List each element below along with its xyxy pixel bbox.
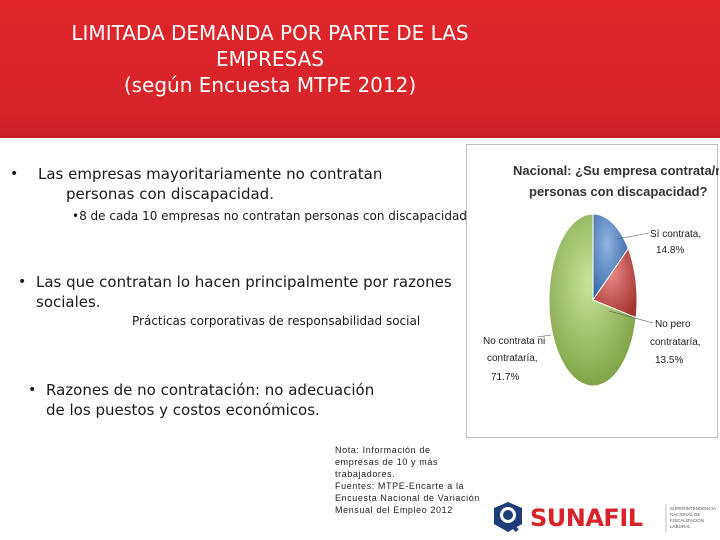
chart-title-line-2: personas con discapacidad? <box>529 184 708 199</box>
pie-slice-no-pero-contrataria <box>592 247 638 319</box>
label-no-line-3: 71.7% <box>491 372 519 383</box>
bullet-3-line-2: de los puestos y costos económicos. <box>46 401 320 419</box>
label-no-pero-line-3: 13.5% <box>655 355 683 366</box>
label-si-contrata: Sí contrata, 14.8% <box>650 229 701 256</box>
sunafil-logo-graphic: SUNAFIL SUPERINTENDENCIA NACIONAL DE FIS… <box>494 502 716 533</box>
bullet-1-line-1: Las empresas mayoritariamente no contrat… <box>38 165 383 183</box>
logo-sub-1: SUPERINTENDENCIA <box>670 506 716 511</box>
note-line-1: Nota: Información de <box>335 445 431 455</box>
sunafil-logo: SUNAFIL SUPERINTENDENCIA NACIONAL DE FIS… <box>490 492 720 540</box>
source-note: Nota: Información de empresas de 10 y má… <box>335 444 485 516</box>
leader-line-2 <box>608 310 654 324</box>
chart-title: Nacional: ¿Su empresa contrata/ría perso… <box>513 163 720 199</box>
label-no-line-1: No contrata ni <box>483 336 545 347</box>
leader-line-3 <box>536 334 552 338</box>
pie-chart: Nacional: ¿Su empresa contrata/ría perso… <box>483 163 720 387</box>
bullet-2-line-1: Las que contratan lo hacen principalment… <box>36 273 452 291</box>
leader-line-1 <box>616 232 650 240</box>
label-no-pero-line-2: contrataría, <box>650 337 701 348</box>
logo-wordmark: SUNAFIL <box>530 504 643 532</box>
label-no-line-2: contrataría, <box>487 353 538 364</box>
pie-chart-panel: Nacional: ¿Su empresa contrata/ría perso… <box>466 144 720 438</box>
logo-sub-3: FISCALIZACIÓN <box>670 517 704 523</box>
label-si-line-1: Sí contrata, <box>650 229 701 240</box>
note-line-3: trabajadores. <box>335 469 396 479</box>
label-no-contrata: No contrata ni contrataría, 71.7% <box>483 336 545 383</box>
magnifier-icon <box>494 502 522 533</box>
label-no-pero-contrataria: No pero contrataría, 13.5% <box>650 319 701 366</box>
logo-sub-4: LABORAL <box>670 524 691 529</box>
bullet-3-line-1: Razones de no contratación: no adecuació… <box>46 381 375 399</box>
page-title: LIMITADA DEMANDA POR PARTE DE LAS EMPRES… <box>40 20 500 98</box>
label-si-line-2: 14.8% <box>656 245 684 256</box>
bullet-marker-3: • <box>28 382 37 398</box>
bullet-1-line-2: personas con discapacidad. <box>66 185 274 203</box>
pie-slice-no-contrata <box>548 213 637 387</box>
title-line-1: LIMITADA DEMANDA POR PARTE DE LAS <box>71 21 469 45</box>
title-line-3: (según Encuesta MTPE 2012) <box>123 73 417 97</box>
pie-slices <box>536 213 654 387</box>
note-line-6: Mensual del Empleo 2012 <box>335 505 453 515</box>
label-no-pero-line-1: No pero <box>655 319 691 330</box>
logo-sub-2: NACIONAL DE <box>670 512 700 517</box>
sub-point-1: •8 de cada 10 empresas no contratan pers… <box>72 209 467 223</box>
note-line-2: empresas de 10 y más <box>335 457 439 467</box>
note-line-4: Fuentes: MTPE-Encarte a la <box>335 481 465 491</box>
header-banner: LIMITADA DEMANDA POR PARTE DE LAS EMPRES… <box>0 0 720 138</box>
bullet-marker-1: • <box>10 166 19 182</box>
pie-slice-si-contrata <box>592 213 629 302</box>
sub-point-2: Prácticas corporativas de responsabilida… <box>132 314 421 328</box>
chart-title-line-1: Nacional: ¿Su empresa contrata/ría <box>513 163 719 178</box>
bullet-marker-2: • <box>18 274 27 290</box>
title-line-2: EMPRESAS <box>216 47 324 71</box>
bullet-2-line-2: sociales. <box>36 293 101 311</box>
note-line-5: Encuesta Nacional de Variación <box>335 493 480 503</box>
